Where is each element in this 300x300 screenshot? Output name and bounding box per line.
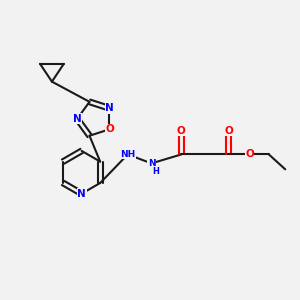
Text: O: O [177, 126, 186, 136]
Text: N: N [105, 103, 114, 113]
Text: NH: NH [120, 150, 135, 159]
Text: N: N [148, 159, 155, 168]
Text: O: O [105, 124, 114, 134]
Text: O: O [245, 149, 254, 160]
Text: O: O [224, 126, 233, 136]
Text: N: N [73, 114, 82, 124]
Text: H: H [152, 167, 159, 176]
Text: N: N [77, 189, 86, 199]
